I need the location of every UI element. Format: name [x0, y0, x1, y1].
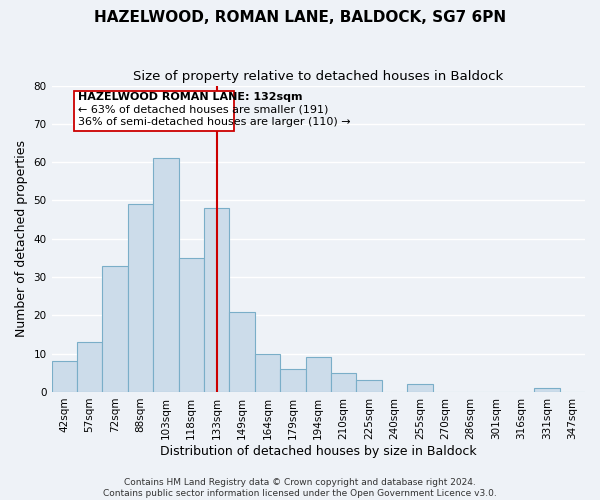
Text: HAZELWOOD, ROMAN LANE, BALDOCK, SG7 6PN: HAZELWOOD, ROMAN LANE, BALDOCK, SG7 6PN — [94, 10, 506, 25]
Text: 36% of semi-detached houses are larger (110) →: 36% of semi-detached houses are larger (… — [78, 118, 351, 128]
Y-axis label: Number of detached properties: Number of detached properties — [15, 140, 28, 338]
Bar — [534, 388, 560, 392]
Bar — [74, 90, 235, 130]
Bar — [280, 369, 305, 392]
Text: Contains HM Land Registry data © Crown copyright and database right 2024.
Contai: Contains HM Land Registry data © Crown c… — [103, 478, 497, 498]
Title: Size of property relative to detached houses in Baldock: Size of property relative to detached ho… — [133, 70, 503, 83]
Bar — [128, 204, 153, 392]
Bar — [229, 312, 255, 392]
Text: HAZELWOOD ROMAN LANE: 132sqm: HAZELWOOD ROMAN LANE: 132sqm — [78, 92, 303, 102]
Text: ← 63% of detached houses are smaller (191): ← 63% of detached houses are smaller (19… — [78, 104, 329, 115]
Bar — [305, 358, 331, 392]
Bar — [407, 384, 433, 392]
Bar — [204, 208, 229, 392]
Bar — [331, 373, 356, 392]
Bar — [77, 342, 103, 392]
Bar — [356, 380, 382, 392]
Bar — [255, 354, 280, 392]
Bar — [52, 362, 77, 392]
Bar — [103, 266, 128, 392]
X-axis label: Distribution of detached houses by size in Baldock: Distribution of detached houses by size … — [160, 444, 476, 458]
Bar — [153, 158, 179, 392]
Bar — [179, 258, 204, 392]
